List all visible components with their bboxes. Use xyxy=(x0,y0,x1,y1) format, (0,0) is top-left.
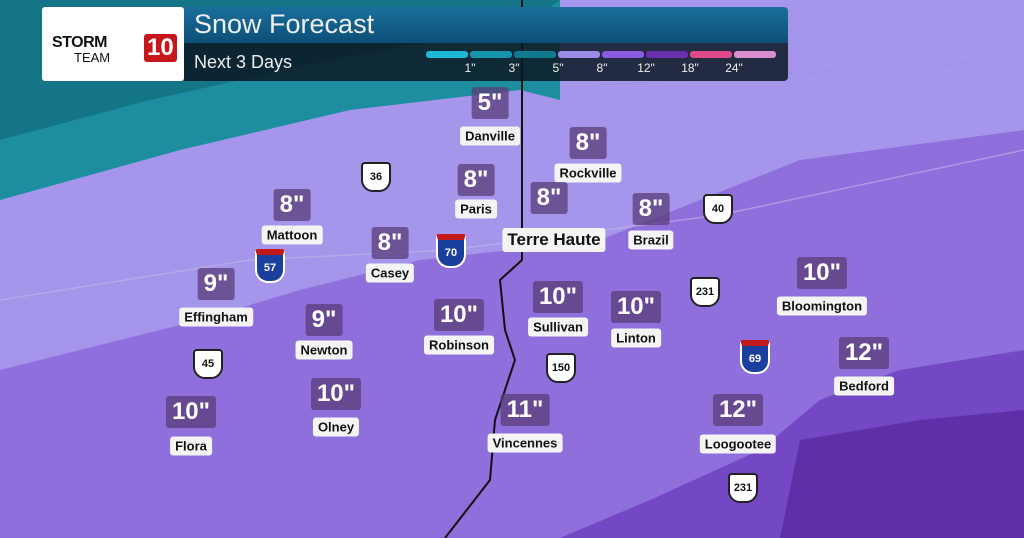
legend-tick: 24" xyxy=(725,61,743,75)
city-label: Loogootee xyxy=(699,434,777,454)
city-label: Sullivan xyxy=(528,317,588,337)
us-route-shield-icon: 36 xyxy=(361,162,391,192)
legend-swatch xyxy=(646,51,688,58)
us-route-shield-icon: 45 xyxy=(193,349,223,379)
legend-tick: 3" xyxy=(508,61,520,75)
snow-amount: 10" xyxy=(165,396,217,428)
legend-tick: 8" xyxy=(596,61,608,75)
city-label: Brazil xyxy=(628,230,674,250)
legend-swatch xyxy=(734,51,776,58)
snow-amount: 8" xyxy=(632,193,670,225)
interstate-shield-icon: 57 xyxy=(255,249,285,283)
us-route-shield-icon: 40 xyxy=(703,194,733,224)
legend-tick: 18" xyxy=(681,61,699,75)
snow-amount: 11" xyxy=(500,394,550,426)
city-label: Mattoon xyxy=(261,225,323,245)
us-route-shield-icon: 231 xyxy=(728,473,758,503)
city-label: Paris xyxy=(455,199,497,219)
legend-swatch xyxy=(690,51,732,58)
snow-amount: 8" xyxy=(569,127,607,159)
snow-amount: 10" xyxy=(610,291,662,323)
storm-team-10-logo: STORM TEAM 10 xyxy=(42,7,184,81)
legend-swatch xyxy=(558,51,600,58)
city-label: Rockville xyxy=(554,163,622,183)
city-label: Olney xyxy=(312,417,360,437)
title: Snow Forecast xyxy=(194,9,375,39)
city-label: Effingham xyxy=(179,307,253,327)
city-label: Vincennes xyxy=(487,433,563,453)
snow-amount: 12" xyxy=(712,394,764,426)
snow-amount: 10" xyxy=(310,378,362,410)
snow-amount: 8" xyxy=(273,189,311,221)
state-border xyxy=(444,0,523,538)
legend-ticks: 1" 3" 5" 8" 12" 18" 24" xyxy=(426,61,766,77)
legend-swatch xyxy=(514,51,556,58)
city-label: Bedford xyxy=(834,376,894,396)
legend-tick: 5" xyxy=(552,61,564,75)
snow-amount: 10" xyxy=(532,281,584,313)
snow-amount: 8" xyxy=(371,227,409,259)
subtitle: Next 3 Days xyxy=(194,52,293,72)
legend-tick: 1" xyxy=(464,61,476,75)
header-panel: Snow Forecast Next 3 Days 1" 3" 5" 8" 12" 18"… xyxy=(184,7,788,81)
legend-swatch xyxy=(602,51,644,58)
city-label: Linton xyxy=(611,328,661,348)
legend-tick: 12" xyxy=(637,61,655,75)
city-label: Casey xyxy=(365,263,415,283)
city-label: Newton xyxy=(295,340,353,360)
snow-amount: 12" xyxy=(838,337,890,369)
city-label: Flora xyxy=(170,436,212,456)
us-route-shield-icon: 231 xyxy=(690,277,720,307)
city-label: Bloomington xyxy=(776,296,868,316)
snow-amount: 8" xyxy=(530,182,568,214)
city-label: Danville xyxy=(460,126,520,146)
interstate-shield-icon: 69 xyxy=(740,340,770,374)
snow-amount: 9" xyxy=(197,268,235,300)
city-label: Robinson xyxy=(424,335,494,355)
snow-amount: 10" xyxy=(433,299,485,331)
snow-amount: 5" xyxy=(471,87,509,119)
snow-amount: 10" xyxy=(796,257,848,289)
snow-amount: 8" xyxy=(457,164,495,196)
us-route-shield-icon: 150 xyxy=(546,353,576,383)
legend xyxy=(426,51,776,58)
legend-swatch xyxy=(426,51,468,58)
snow-amount: 9" xyxy=(305,304,343,336)
interstate-shield-icon: 70 xyxy=(436,234,466,268)
legend-swatch xyxy=(470,51,512,58)
city-label: Terre Haute xyxy=(502,228,606,252)
